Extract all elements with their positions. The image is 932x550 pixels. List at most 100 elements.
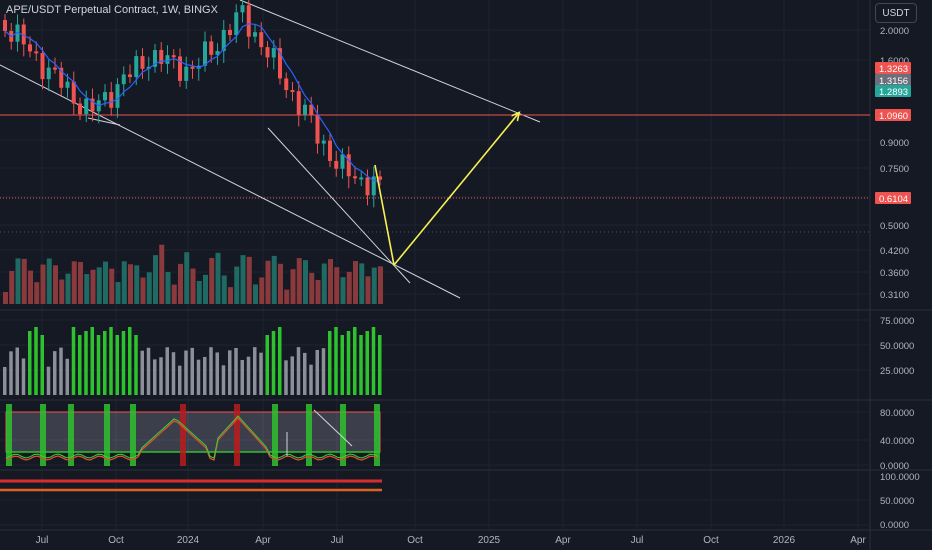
candle-body: [53, 67, 57, 70]
time-label: Jul: [36, 535, 49, 546]
volume-bar: [228, 287, 233, 304]
projection-drawings[interactable]: [374, 114, 518, 266]
histogram-bar: [215, 352, 219, 395]
candle-body: [240, 5, 245, 13]
candle-body: [271, 48, 276, 58]
volume-bar: [328, 259, 333, 304]
candle-body: [59, 67, 64, 88]
price-tick: 0.9000: [880, 138, 909, 149]
candle-body: [40, 52, 45, 80]
histogram-bar: [315, 349, 319, 395]
pane2-tick: 25.0000: [880, 366, 914, 377]
price-badge-bg: [875, 62, 911, 74]
histogram-bar: [234, 347, 238, 395]
volume-bar: [53, 265, 58, 304]
volume-bar: [221, 275, 227, 304]
histogram-bar: [278, 327, 282, 395]
histogram-bar: [103, 331, 107, 395]
histogram-bar: [196, 359, 201, 395]
indicator-pane-bands: [0, 479, 382, 492]
pane3-tick: 80.0000: [880, 408, 914, 419]
currency-selector[interactable]: USDT: [875, 3, 917, 23]
histogram-bar: [90, 327, 94, 395]
volume-bar: [209, 257, 215, 304]
volume-bar: [165, 272, 171, 304]
candle-body: [365, 177, 370, 196]
volume-bar: [296, 258, 302, 304]
histogram-bar: [309, 364, 313, 395]
indicator-pane-oscillator: [5, 404, 381, 466]
histogram-bar: [378, 335, 382, 395]
projection-down-leg: [374, 164, 395, 266]
candle-body: [359, 177, 364, 180]
candle-body: [303, 104, 307, 115]
candle-body: [34, 51, 39, 54]
histogram-bar: [271, 331, 276, 395]
trend-channel-lines[interactable]: [0, 0, 870, 299]
time-axis[interactable]: Jul Oct 2024 Apr Jul Oct 2025 Apr Jul Oct 2026 Apr: [36, 535, 867, 546]
volume-bar: [190, 268, 196, 304]
oscillator-trend-line: [313, 409, 353, 447]
pane4-tick: 50.0000: [880, 496, 914, 507]
histogram-bar: [328, 331, 332, 395]
oscillator-band: [5, 411, 381, 453]
pane3-tick: 40.0000: [880, 436, 914, 447]
signal-column: [180, 404, 186, 466]
candle-body: [84, 98, 89, 115]
volume-bar: [278, 263, 283, 304]
signal-column: [340, 404, 346, 466]
candle-body: [153, 50, 157, 67]
symbol-title[interactable]: APE/USDT Perpetual Contract, 1W, BINGX: [6, 4, 218, 16]
histogram-bar: [340, 335, 344, 395]
candle-body: [178, 56, 182, 81]
time-label: Apr: [850, 535, 866, 546]
histogram-bar: [353, 327, 357, 395]
candle-body: [71, 81, 76, 104]
histogram-bar: [28, 331, 32, 395]
price-tick: 0.4200: [880, 246, 909, 257]
volume-bar: [378, 266, 383, 304]
volume-bar: [128, 264, 133, 304]
histogram-bar: [65, 358, 69, 395]
histogram-bar: [171, 352, 176, 395]
candle-body: [234, 12, 239, 36]
histogram-bar: [121, 331, 126, 395]
price-tick: 0.7500: [880, 164, 909, 175]
histogram-bar: [203, 356, 207, 395]
histogram-bar: [303, 352, 307, 395]
pane4-tick: 0.0000: [880, 520, 909, 531]
time-label: Oct: [703, 535, 719, 546]
histogram-bar: [178, 365, 182, 395]
volume-bar: [365, 276, 371, 304]
histogram-bar: [296, 347, 301, 395]
price-badge: 1.3263: [879, 64, 908, 75]
volume-bar: [340, 277, 346, 304]
price-badge: 0.6104: [879, 194, 908, 205]
candle-body: [253, 32, 257, 37]
candle-body: [290, 90, 295, 93]
histogram-bar: [15, 347, 19, 395]
price-axis[interactable]: 2.0000 1.6000 0.9000 0.7500 0.5000 0.4200 0.36…: [875, 26, 920, 531]
volume-bar: [109, 268, 115, 304]
channel-lower-line: [0, 64, 461, 299]
volume-bar: [21, 258, 27, 304]
volume-bar: [153, 255, 158, 304]
volume-bars: [3, 244, 383, 304]
ma-line: [4, 23, 381, 182]
volume-bar: [115, 282, 121, 304]
volume-bar: [9, 270, 15, 304]
candle-body: [121, 74, 126, 85]
volume-bar: [215, 252, 221, 304]
candle-body: [278, 48, 282, 79]
candle-body: [115, 84, 120, 108]
time-label: 2024: [177, 535, 200, 546]
candle-body: [78, 103, 82, 115]
candle-body: [215, 51, 220, 55]
candle-body: [128, 74, 132, 78]
time-label: Oct: [108, 535, 124, 546]
histogram-bar: [371, 327, 376, 395]
histogram-bar: [84, 331, 88, 395]
histogram-bar: [53, 351, 57, 395]
